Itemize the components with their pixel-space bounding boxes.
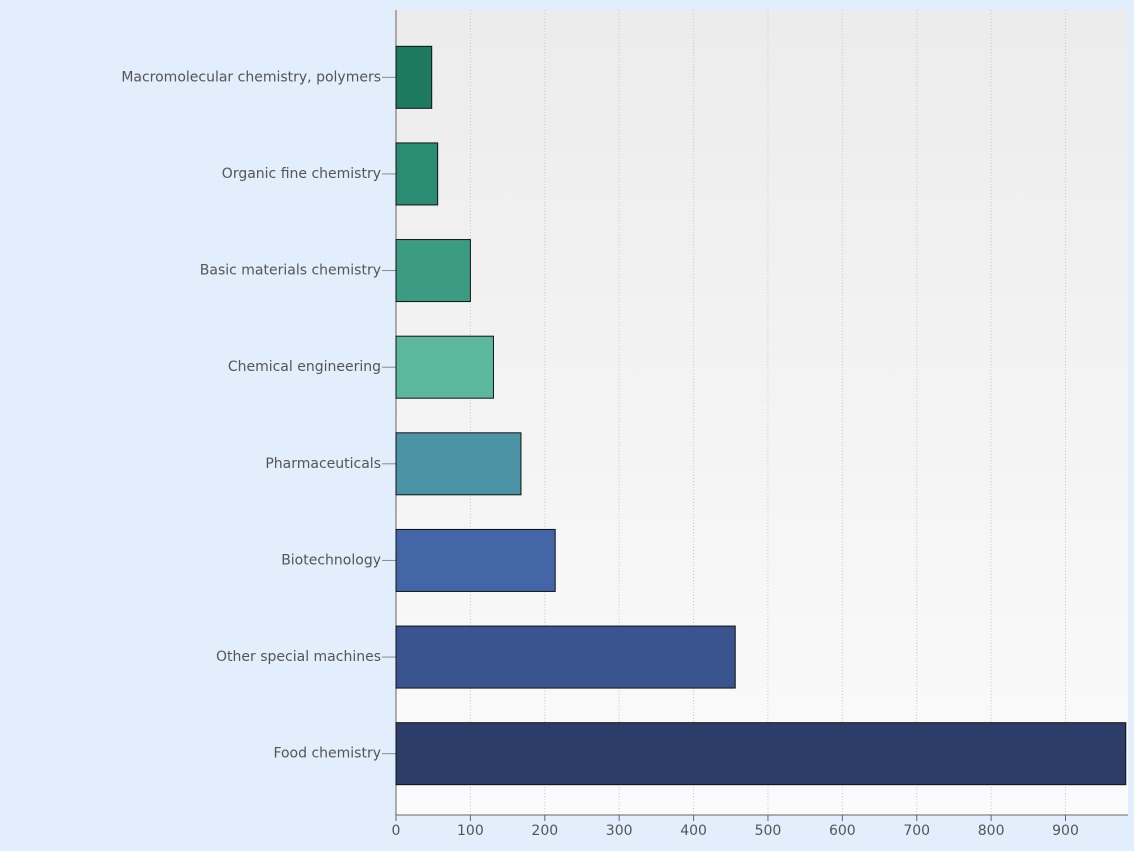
bar — [395, 528, 556, 592]
bar — [395, 45, 433, 109]
bar — [395, 239, 471, 303]
x-tick-label: 300 — [606, 823, 633, 839]
y-tick-label: Pharmaceuticals — [265, 456, 381, 472]
bar — [395, 722, 1127, 786]
y-tick-label: Food chemistry — [273, 746, 381, 762]
x-tick-label: 500 — [755, 823, 782, 839]
bar — [395, 142, 439, 206]
y-tick-label: Macromolecular chemistry, polymers — [121, 69, 381, 85]
y-tick-label: Chemical engineering — [228, 359, 381, 375]
y-tick-label: Organic fine chemistry — [222, 166, 381, 182]
bar — [395, 335, 494, 399]
y-tick-label: Other special machines — [216, 649, 381, 665]
plot-area — [396, 10, 1128, 815]
x-tick-label: 900 — [1052, 823, 1079, 839]
y-tick-label: Biotechnology — [281, 552, 381, 568]
x-tick-label: 400 — [680, 823, 707, 839]
bar — [395, 432, 522, 496]
x-tick-label: 0 — [392, 823, 401, 839]
bar — [395, 625, 736, 689]
x-tick-label: 600 — [829, 823, 856, 839]
y-tick-label: Basic materials chemistry — [200, 263, 381, 279]
x-tick-label: 100 — [457, 823, 484, 839]
x-tick-label: 800 — [978, 823, 1005, 839]
x-tick-label: 700 — [903, 823, 930, 839]
x-tick-label: 200 — [531, 823, 558, 839]
